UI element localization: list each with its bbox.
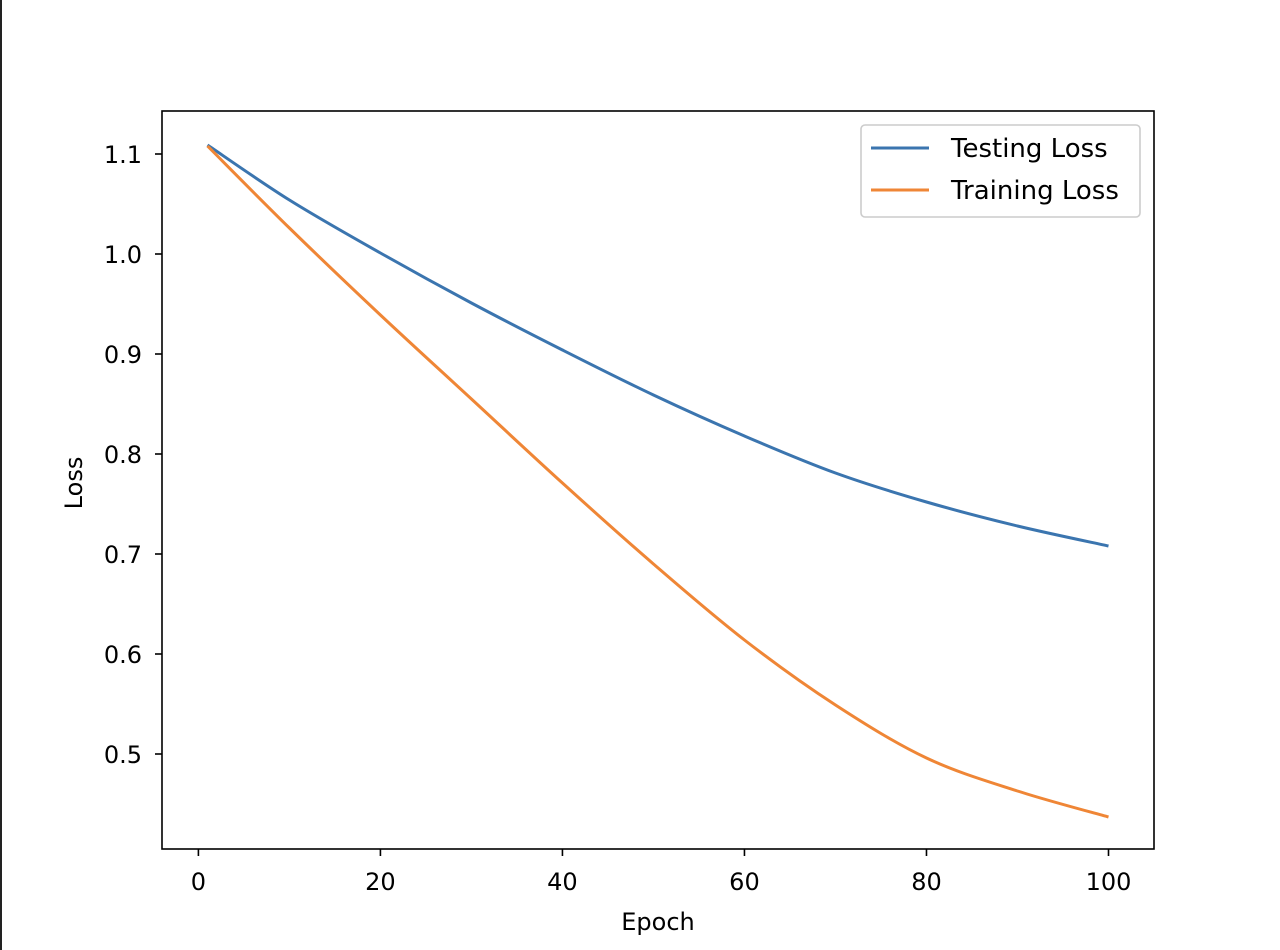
axes-frame <box>161 110 1155 850</box>
y-tick-label: 0.6 <box>104 641 142 669</box>
legend: Testing Loss Training Loss <box>860 124 1141 218</box>
y-tick-label: 0.9 <box>104 341 142 369</box>
x-tick-label: 80 <box>911 868 942 896</box>
x-tick-label: 60 <box>729 868 760 896</box>
x-tick-label: 100 <box>1086 868 1132 896</box>
x-tick-label: 40 <box>547 868 578 896</box>
x-tick-label: 20 <box>365 868 396 896</box>
legend-box <box>860 124 1141 218</box>
series-line-testing-loss <box>206 143 1109 548</box>
y-tick-label: 0.7 <box>104 541 142 569</box>
page-edge-line <box>0 0 2 950</box>
y-tick-label: 1.0 <box>104 241 142 269</box>
y-tick-label: 1.1 <box>104 141 142 169</box>
y-tick-label: 0.5 <box>104 741 142 769</box>
y-axis-ticks: 0.5 0.6 0.7 0.8 0.9 1.0 1.1 <box>104 141 162 769</box>
legend-label-training-loss: Training Loss <box>950 176 1119 206</box>
y-tick-label: 0.8 <box>104 441 142 469</box>
y-axis-label: Loss <box>60 457 88 510</box>
x-axis-label: Epoch <box>621 908 695 936</box>
legend-label-testing-loss: Testing Loss <box>950 134 1108 164</box>
series-layer <box>206 143 1109 819</box>
x-axis-ticks: 0 20 40 60 80 100 <box>191 849 1132 896</box>
plot-area <box>161 110 1155 850</box>
x-tick-label: 0 <box>191 868 206 896</box>
series-line-training-loss <box>206 144 1109 819</box>
